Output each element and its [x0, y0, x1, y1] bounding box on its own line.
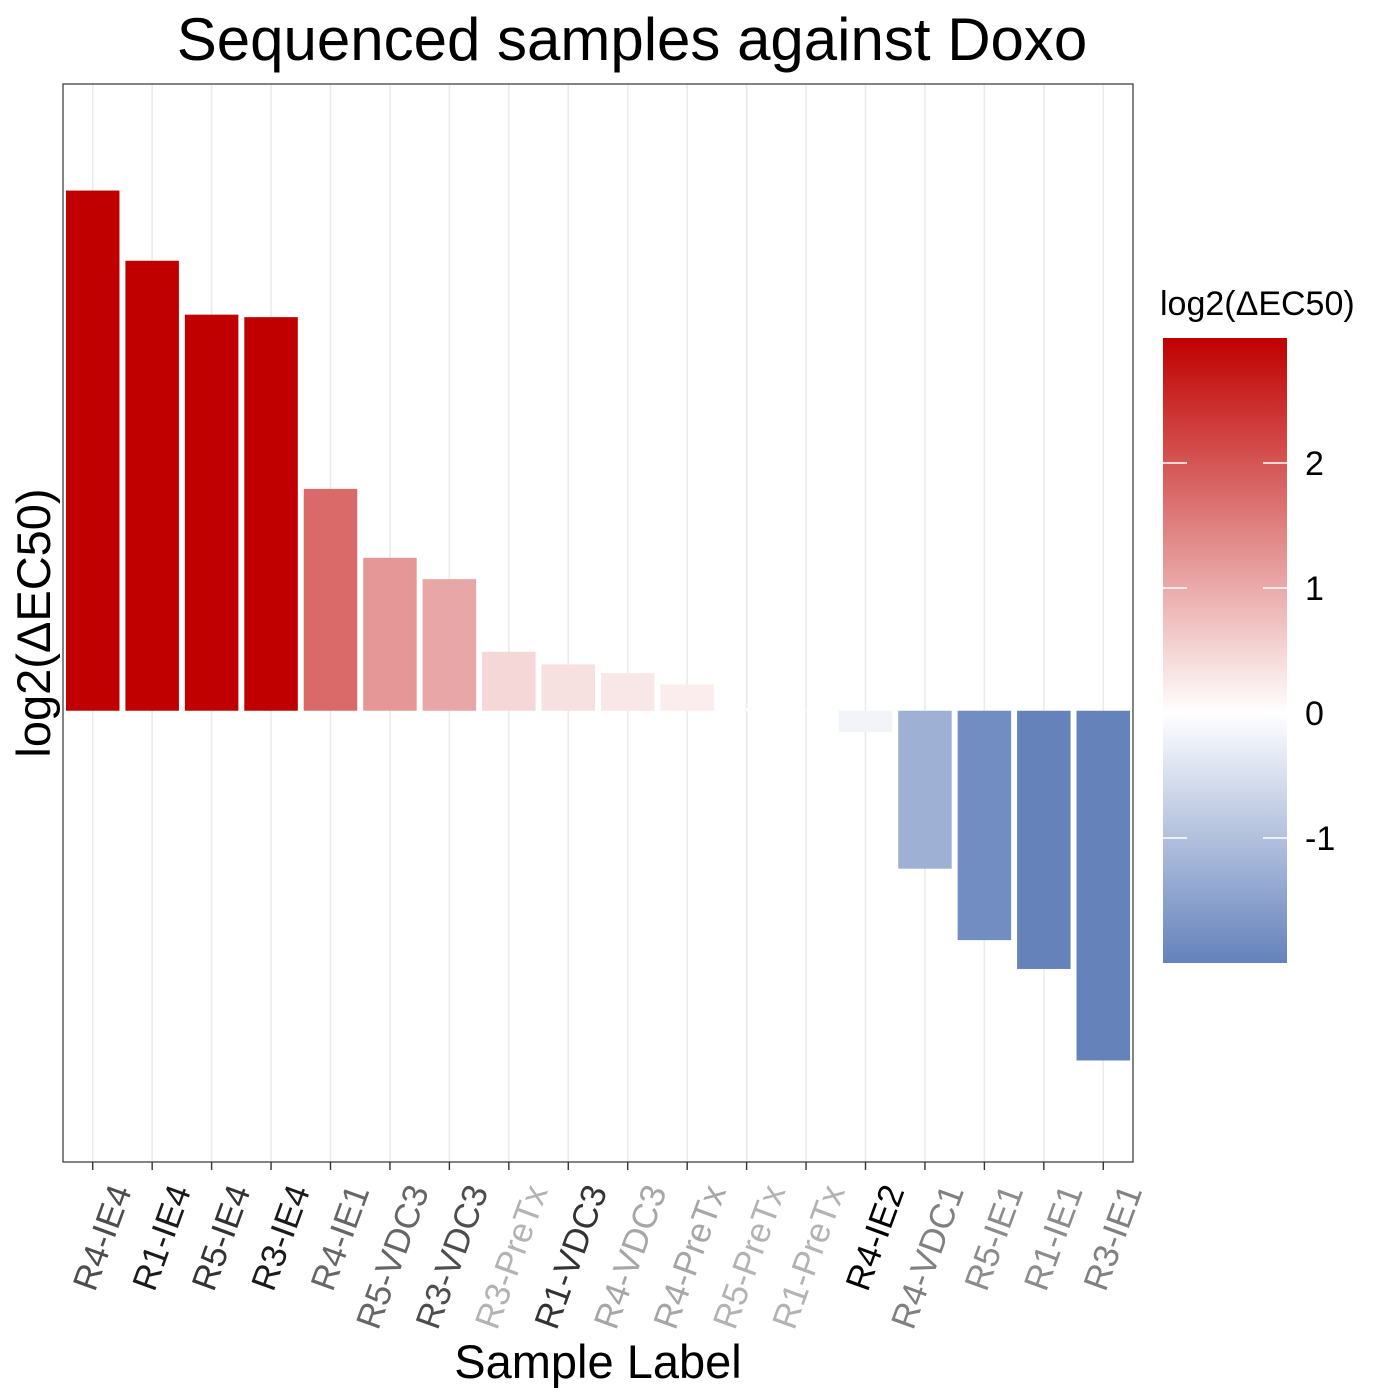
- bar: [838, 710, 893, 733]
- chart-title: Sequenced samples against Doxo: [176, 6, 1088, 73]
- bar: [1076, 710, 1131, 1061]
- y-axis-title: log2(ΔEC50): [7, 488, 60, 757]
- bar: [1017, 710, 1071, 969]
- bar: [541, 664, 596, 711]
- bar: [184, 314, 239, 711]
- bar: [719, 708, 774, 711]
- bar: [244, 317, 298, 711]
- legend-tick-label: 1: [1305, 570, 1324, 608]
- x-axis-title: Sample Label: [454, 1335, 741, 1388]
- bar: [303, 488, 358, 711]
- bar: [600, 673, 655, 711]
- legend-tick-label: -1: [1305, 820, 1335, 858]
- legend-tick-label: 2: [1305, 445, 1324, 483]
- bar: [957, 710, 1012, 941]
- legend-tick-label: 0: [1305, 695, 1324, 733]
- bar: [363, 557, 417, 711]
- bar: [422, 579, 477, 711]
- bar: [482, 651, 536, 711]
- bar: [660, 684, 714, 711]
- bar: [898, 710, 952, 869]
- bar: [125, 260, 179, 711]
- legend-title: log2(ΔEC50): [1160, 285, 1355, 323]
- plot-border: [62, 83, 1134, 1163]
- bar: [65, 190, 120, 711]
- legend-colorbar: [1163, 338, 1287, 963]
- bar: [779, 709, 833, 711]
